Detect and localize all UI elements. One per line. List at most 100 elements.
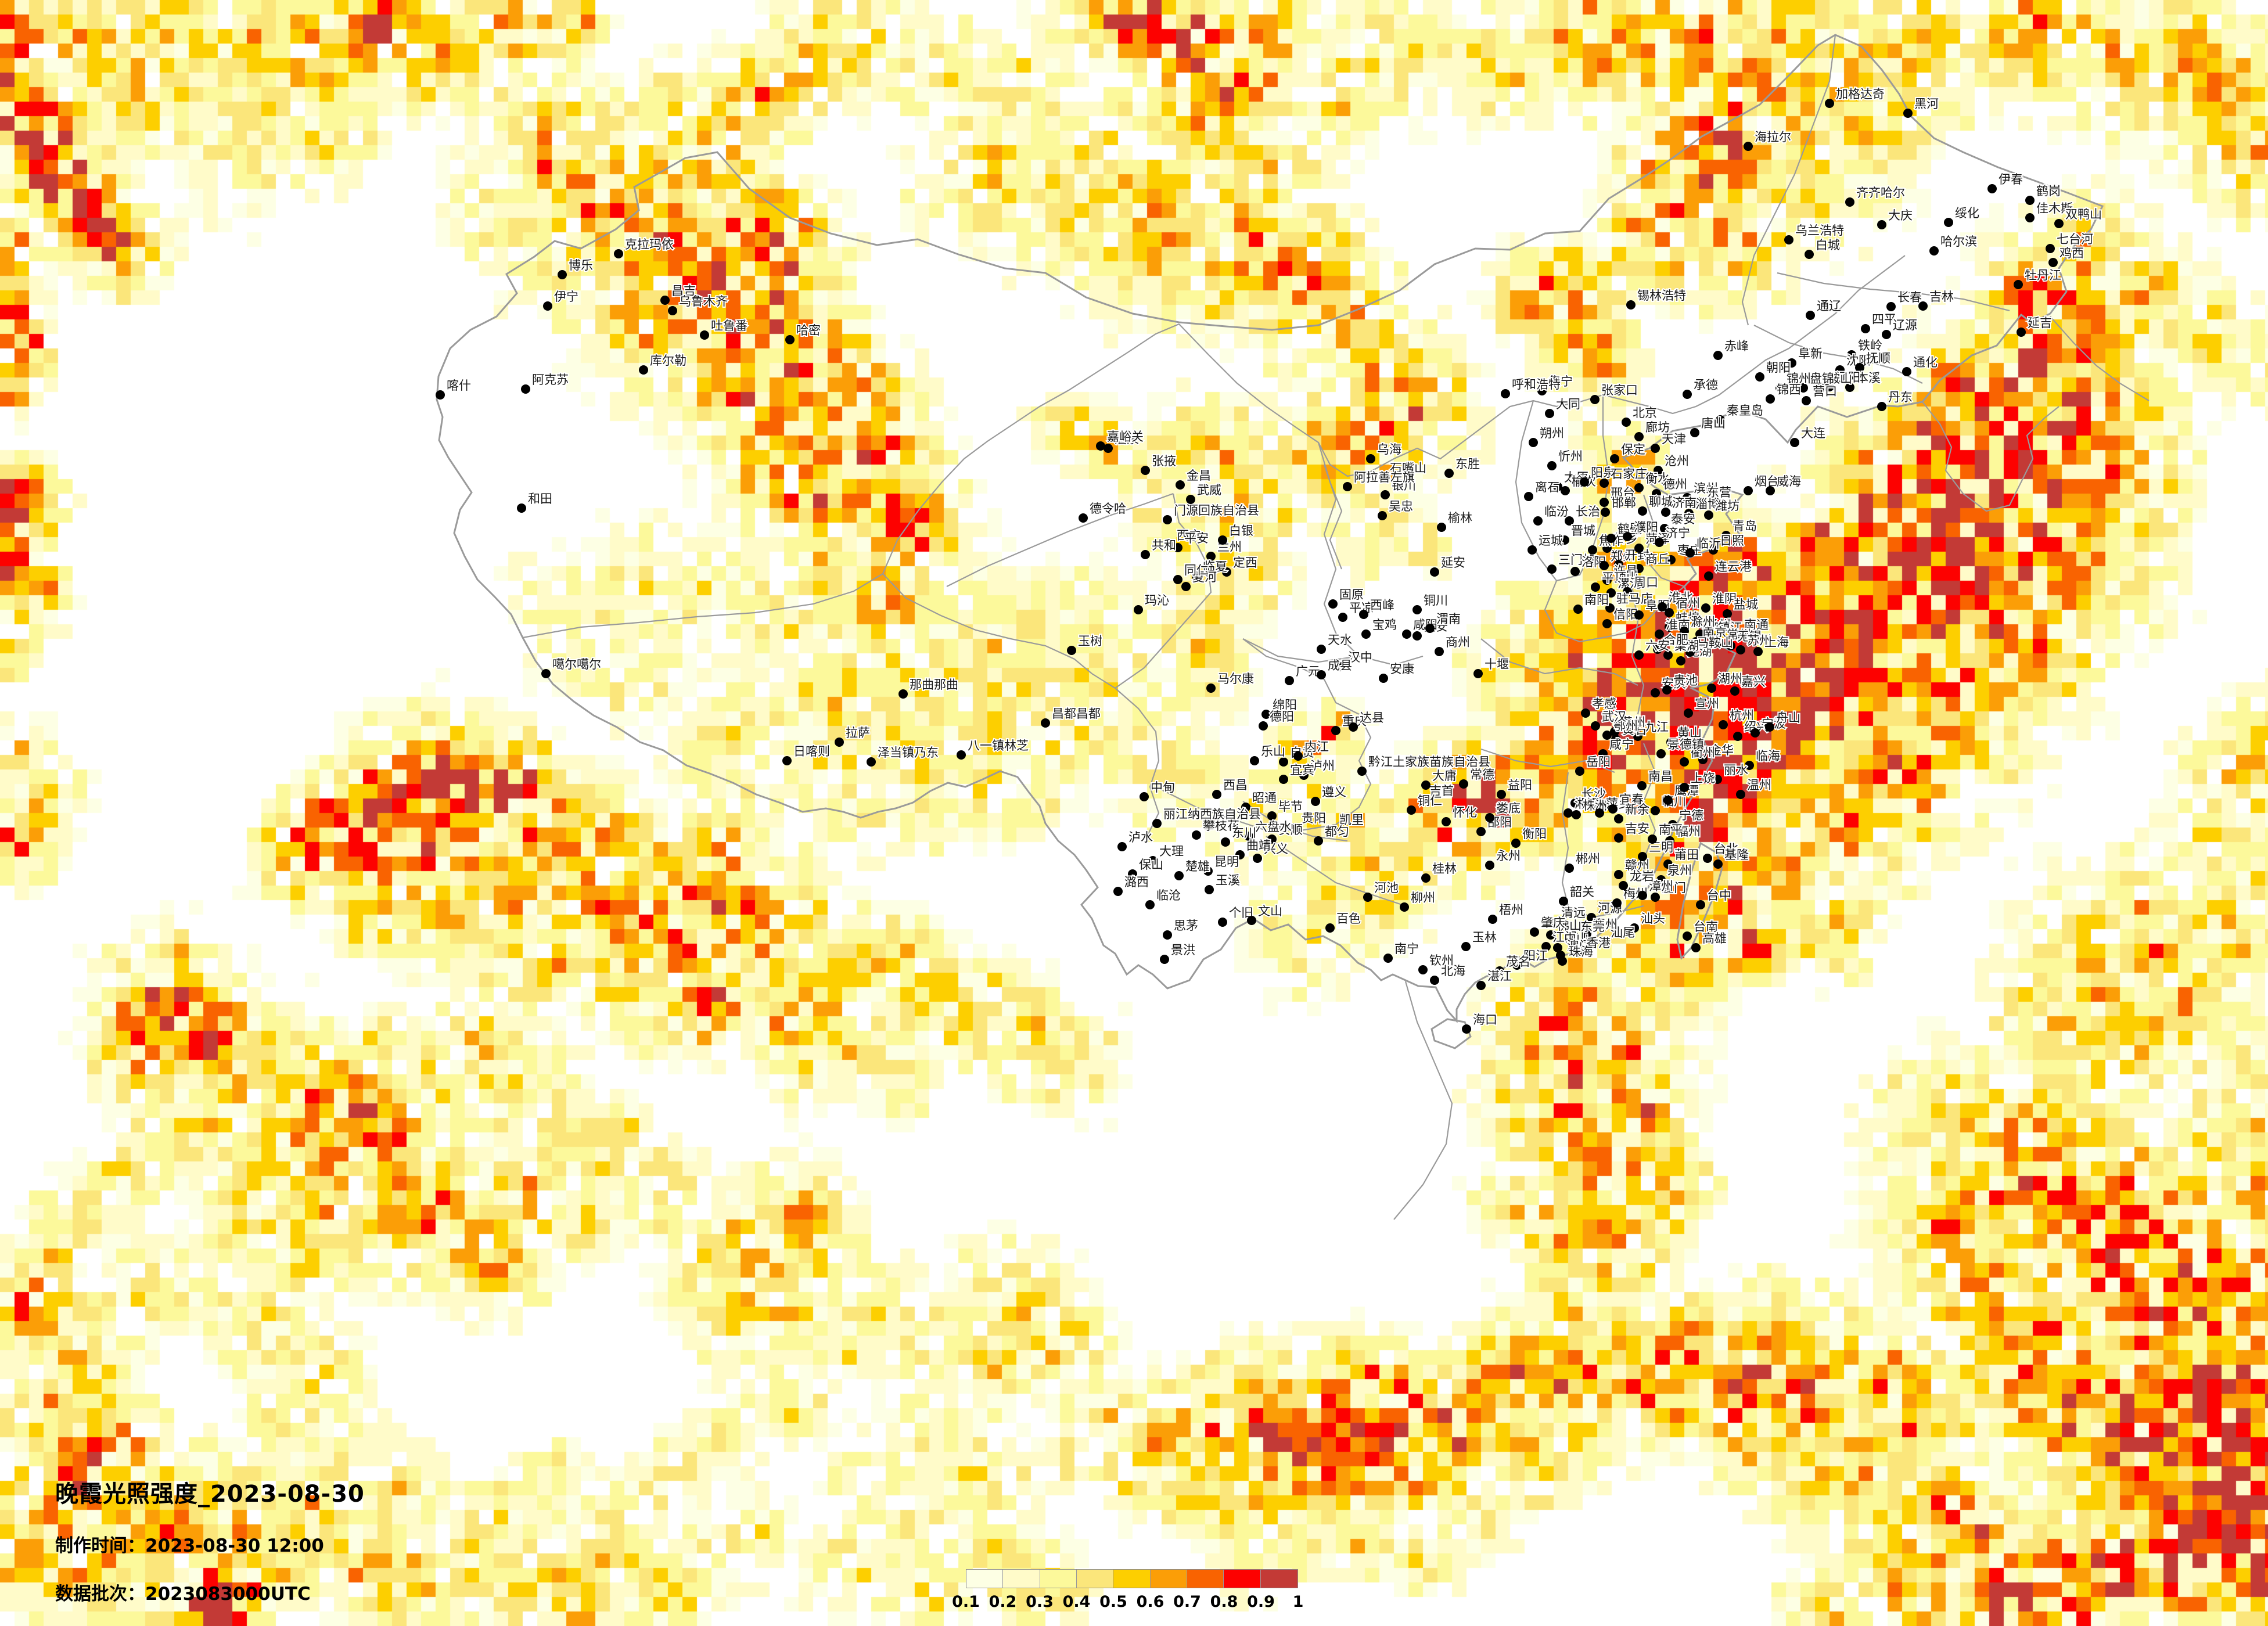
city-label: 六盘水 (1255, 820, 1292, 834)
city-dot (1418, 965, 1428, 974)
city-dot (1561, 486, 1570, 495)
city-dot (1663, 859, 1673, 869)
city-label: 安康 (1390, 662, 1414, 676)
city-label: 乌海 (1377, 443, 1401, 456)
city-label: 益阳 (1508, 778, 1532, 792)
city-dot (1565, 864, 1574, 873)
city-label: 湛江 (1487, 969, 1512, 983)
province-border-16 (1568, 905, 1644, 919)
city-label: 盘锦 (1810, 372, 1834, 386)
city-label: 钦州 (1429, 954, 1454, 967)
city-label: 丽江纳西族自治县 (1163, 807, 1261, 821)
city-label: 丽水 (1724, 763, 1748, 777)
color-legend: 0.1 0.2 0.3 0.4 0.5 0.6 0.7 0.8 0.9 1 (952, 1569, 1303, 1616)
city-dot (1676, 656, 1685, 665)
province-border-9 (1642, 494, 1685, 588)
city-dot (1437, 523, 1446, 532)
city-dot (1285, 676, 1294, 685)
city-label: 八一镇林芝 (968, 739, 1029, 753)
city-dot (1610, 454, 1619, 463)
city-label: 珠海 (1569, 945, 1593, 959)
city-dot (1547, 564, 1557, 574)
city-label: 博乐 (569, 258, 593, 272)
city-label: 晋城 (1571, 524, 1595, 538)
city-label: 邢台 (1611, 486, 1635, 500)
city-label: 白城 (1816, 238, 1840, 252)
province-border-26 (1741, 255, 1755, 326)
city-label: 德州 (1663, 477, 1687, 491)
city-label: 廊坊 (1645, 420, 1670, 434)
city-label: 昭通 (1252, 791, 1277, 805)
city-dot (1253, 854, 1262, 863)
city-dot (1148, 856, 1158, 865)
city-label: 武汉 (1602, 710, 1626, 724)
city-label: 南平 (1659, 823, 1683, 837)
city-dot (1733, 629, 1742, 639)
city-dot (1104, 444, 1113, 453)
city-dot (1598, 749, 1608, 758)
city-dot (1730, 686, 1739, 696)
city-label: 鸡西 (2059, 246, 2084, 260)
city-dot (1244, 832, 1253, 841)
city-dot (1766, 394, 1775, 404)
city-dot (1163, 930, 1172, 940)
legend-label-0.8: 0.8 (1210, 1593, 1238, 1611)
city-label: 那曲那曲 (910, 678, 958, 692)
city-label: 吉安 (1625, 822, 1649, 836)
city-dot (1600, 479, 1609, 488)
city-dot (1744, 142, 1753, 151)
city-dot (1279, 775, 1288, 784)
city-label: 四平 (1872, 312, 1896, 326)
city-dot (1067, 646, 1076, 655)
city-dot (1325, 923, 1335, 933)
city-dot (1634, 544, 1644, 553)
city-dot (1614, 814, 1623, 823)
legend-label-0.2: 0.2 (989, 1593, 1017, 1611)
city-dot (1929, 246, 1939, 256)
city-dot (782, 756, 792, 765)
city-dot (1041, 718, 1050, 728)
city-label: 温州 (1747, 778, 1771, 792)
city-dot (1473, 669, 1483, 678)
city-label: 玛沁 (1145, 593, 1169, 607)
city-dot (1663, 650, 1673, 660)
city-label: 双鸭山 (2065, 207, 2102, 221)
city-label: 马鞍山 (1696, 636, 1733, 650)
province-border-0 (522, 573, 883, 639)
city-label: 许昌 (1613, 564, 1638, 578)
city-dot (1140, 792, 1149, 801)
city-label: 鹤壁 (1618, 522, 1642, 536)
city-dot (1079, 513, 1088, 523)
city-label: 阿拉善左旗 (1354, 470, 1415, 484)
city-dot (1614, 560, 1623, 569)
city-dot (1602, 575, 1612, 585)
city-dot (1653, 645, 1662, 654)
city-dot (1501, 389, 1510, 398)
city-label: 湘潭 (1575, 797, 1599, 811)
city-dot (1550, 918, 1559, 927)
data-batch-value: 2023083000UTC (145, 1584, 311, 1605)
city-label: 台中 (1707, 888, 1731, 902)
city-label: 保山 (1139, 858, 1163, 872)
city-label: 三门峡 (1558, 553, 1595, 567)
city-label: 齐齐哈尔 (1856, 186, 1905, 200)
province-border-27 (1922, 401, 2059, 512)
city-label: 遵义 (1322, 785, 1346, 799)
city-label: 济宁 (1666, 526, 1690, 540)
city-dot (1654, 466, 1663, 475)
city-dot (785, 335, 795, 344)
city-dot (1707, 632, 1716, 642)
city-dot (1553, 943, 1562, 952)
city-dot (1652, 489, 1661, 498)
city-label: 铜川 (1424, 593, 1448, 607)
city-dot (1623, 587, 1632, 596)
city-label: 忻州 (1558, 449, 1583, 463)
city-label: 基隆 (1724, 848, 1749, 862)
city-dot (1623, 532, 1632, 541)
island-outline-0 (1430, 1018, 1472, 1049)
city-dot (1558, 956, 1567, 966)
city-label: 吉首 (1429, 784, 1454, 798)
city-dot (1944, 218, 1953, 227)
city-dot (1203, 866, 1213, 876)
province-border-13 (1480, 748, 1615, 774)
